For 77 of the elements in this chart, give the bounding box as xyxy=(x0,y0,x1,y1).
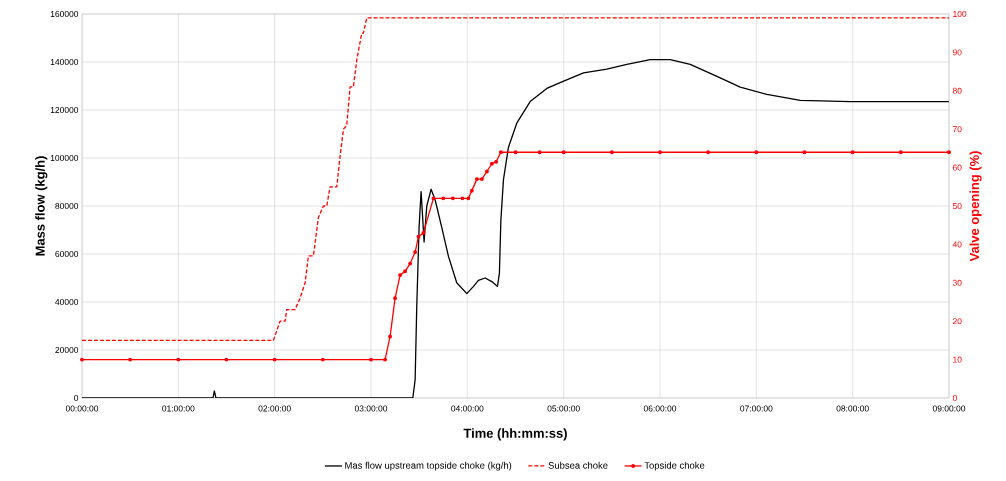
point xyxy=(320,357,325,362)
point xyxy=(408,261,413,266)
y-tick-label: 80000 xyxy=(55,203,79,209)
point xyxy=(421,230,426,235)
x-tick-label: 00:00:00 xyxy=(65,405,99,412)
point xyxy=(469,188,474,193)
point xyxy=(431,196,436,201)
point xyxy=(561,150,566,155)
point xyxy=(898,150,903,155)
y2-tick-label: 80 xyxy=(952,87,962,94)
y-tick-label: 40000 xyxy=(55,299,79,305)
x-tick-label: 02:00:00 xyxy=(258,405,291,412)
point xyxy=(413,250,418,255)
y-tick-label: 140000 xyxy=(50,59,79,65)
point xyxy=(474,177,479,182)
point xyxy=(272,357,277,362)
y-tick-label: 100000 xyxy=(50,155,79,161)
point xyxy=(609,150,614,155)
point xyxy=(80,357,84,362)
y2-tick-label: 40 xyxy=(952,241,962,248)
legend-label: Subsea choke xyxy=(548,461,608,469)
point xyxy=(489,161,494,166)
point xyxy=(176,357,181,362)
x-tick-label: 01:00:00 xyxy=(162,405,195,412)
y2-tick-label: 0 xyxy=(952,395,957,401)
x-axis-title: Time (hh:mm:ss) xyxy=(463,428,567,441)
point xyxy=(393,296,398,301)
x-tick-label: 06:00:00 xyxy=(643,405,677,412)
point xyxy=(479,177,484,182)
point xyxy=(369,357,373,362)
point xyxy=(416,234,421,239)
y2-tick-label: 50 xyxy=(952,203,962,209)
y2-tick-label: 10 xyxy=(953,356,962,363)
point xyxy=(947,150,951,155)
y2-tick-label: 60 xyxy=(952,164,962,171)
x-tick-label: 03:00:00 xyxy=(354,405,388,412)
legend-label: Topside choke xyxy=(644,461,705,471)
y-tick-label: 0 xyxy=(74,395,79,401)
x-tick-label: 07:00:00 xyxy=(740,405,773,412)
point xyxy=(802,150,807,155)
line-series xyxy=(82,58,949,398)
line-series xyxy=(82,17,949,342)
point xyxy=(484,169,489,174)
x-tick-label: 05:00:00 xyxy=(547,405,580,412)
point xyxy=(403,269,408,274)
point xyxy=(441,196,446,201)
x-tick-label: 04:00:00 xyxy=(451,405,484,412)
y2-tick-label: 90 xyxy=(952,49,962,56)
y-tick-label: 20000 xyxy=(55,347,79,353)
y-tick-label: 60000 xyxy=(55,251,79,257)
point xyxy=(754,150,759,155)
point xyxy=(513,150,518,155)
x-tick-label: 08:00:00 xyxy=(836,405,869,412)
y-axis-title: Mass flow (kg/h) xyxy=(35,156,48,256)
point xyxy=(498,150,503,155)
point xyxy=(850,150,855,155)
legend-label: Mas flow upstream topside choke (kg/h) xyxy=(345,461,512,471)
point xyxy=(658,150,662,155)
y2-tick-label: 30 xyxy=(952,279,962,286)
point xyxy=(494,159,499,164)
point xyxy=(450,196,455,201)
point xyxy=(466,196,471,201)
point xyxy=(224,357,229,362)
point xyxy=(383,357,388,362)
point xyxy=(706,150,711,155)
y2-axis-title: Valve opening (%) xyxy=(969,151,982,262)
y2-tick-label: 70 xyxy=(952,126,962,133)
point xyxy=(460,196,465,201)
point xyxy=(537,150,542,155)
y2-tick-label: 100 xyxy=(953,11,967,17)
y-tick-label: 120000 xyxy=(50,107,79,113)
y-tick-label: 160000 xyxy=(50,11,79,17)
y2-tick-label: 20 xyxy=(952,318,962,325)
point xyxy=(398,273,403,278)
point xyxy=(388,334,393,339)
x-tick-label: 09:00:00 xyxy=(932,405,966,412)
point xyxy=(128,357,133,362)
